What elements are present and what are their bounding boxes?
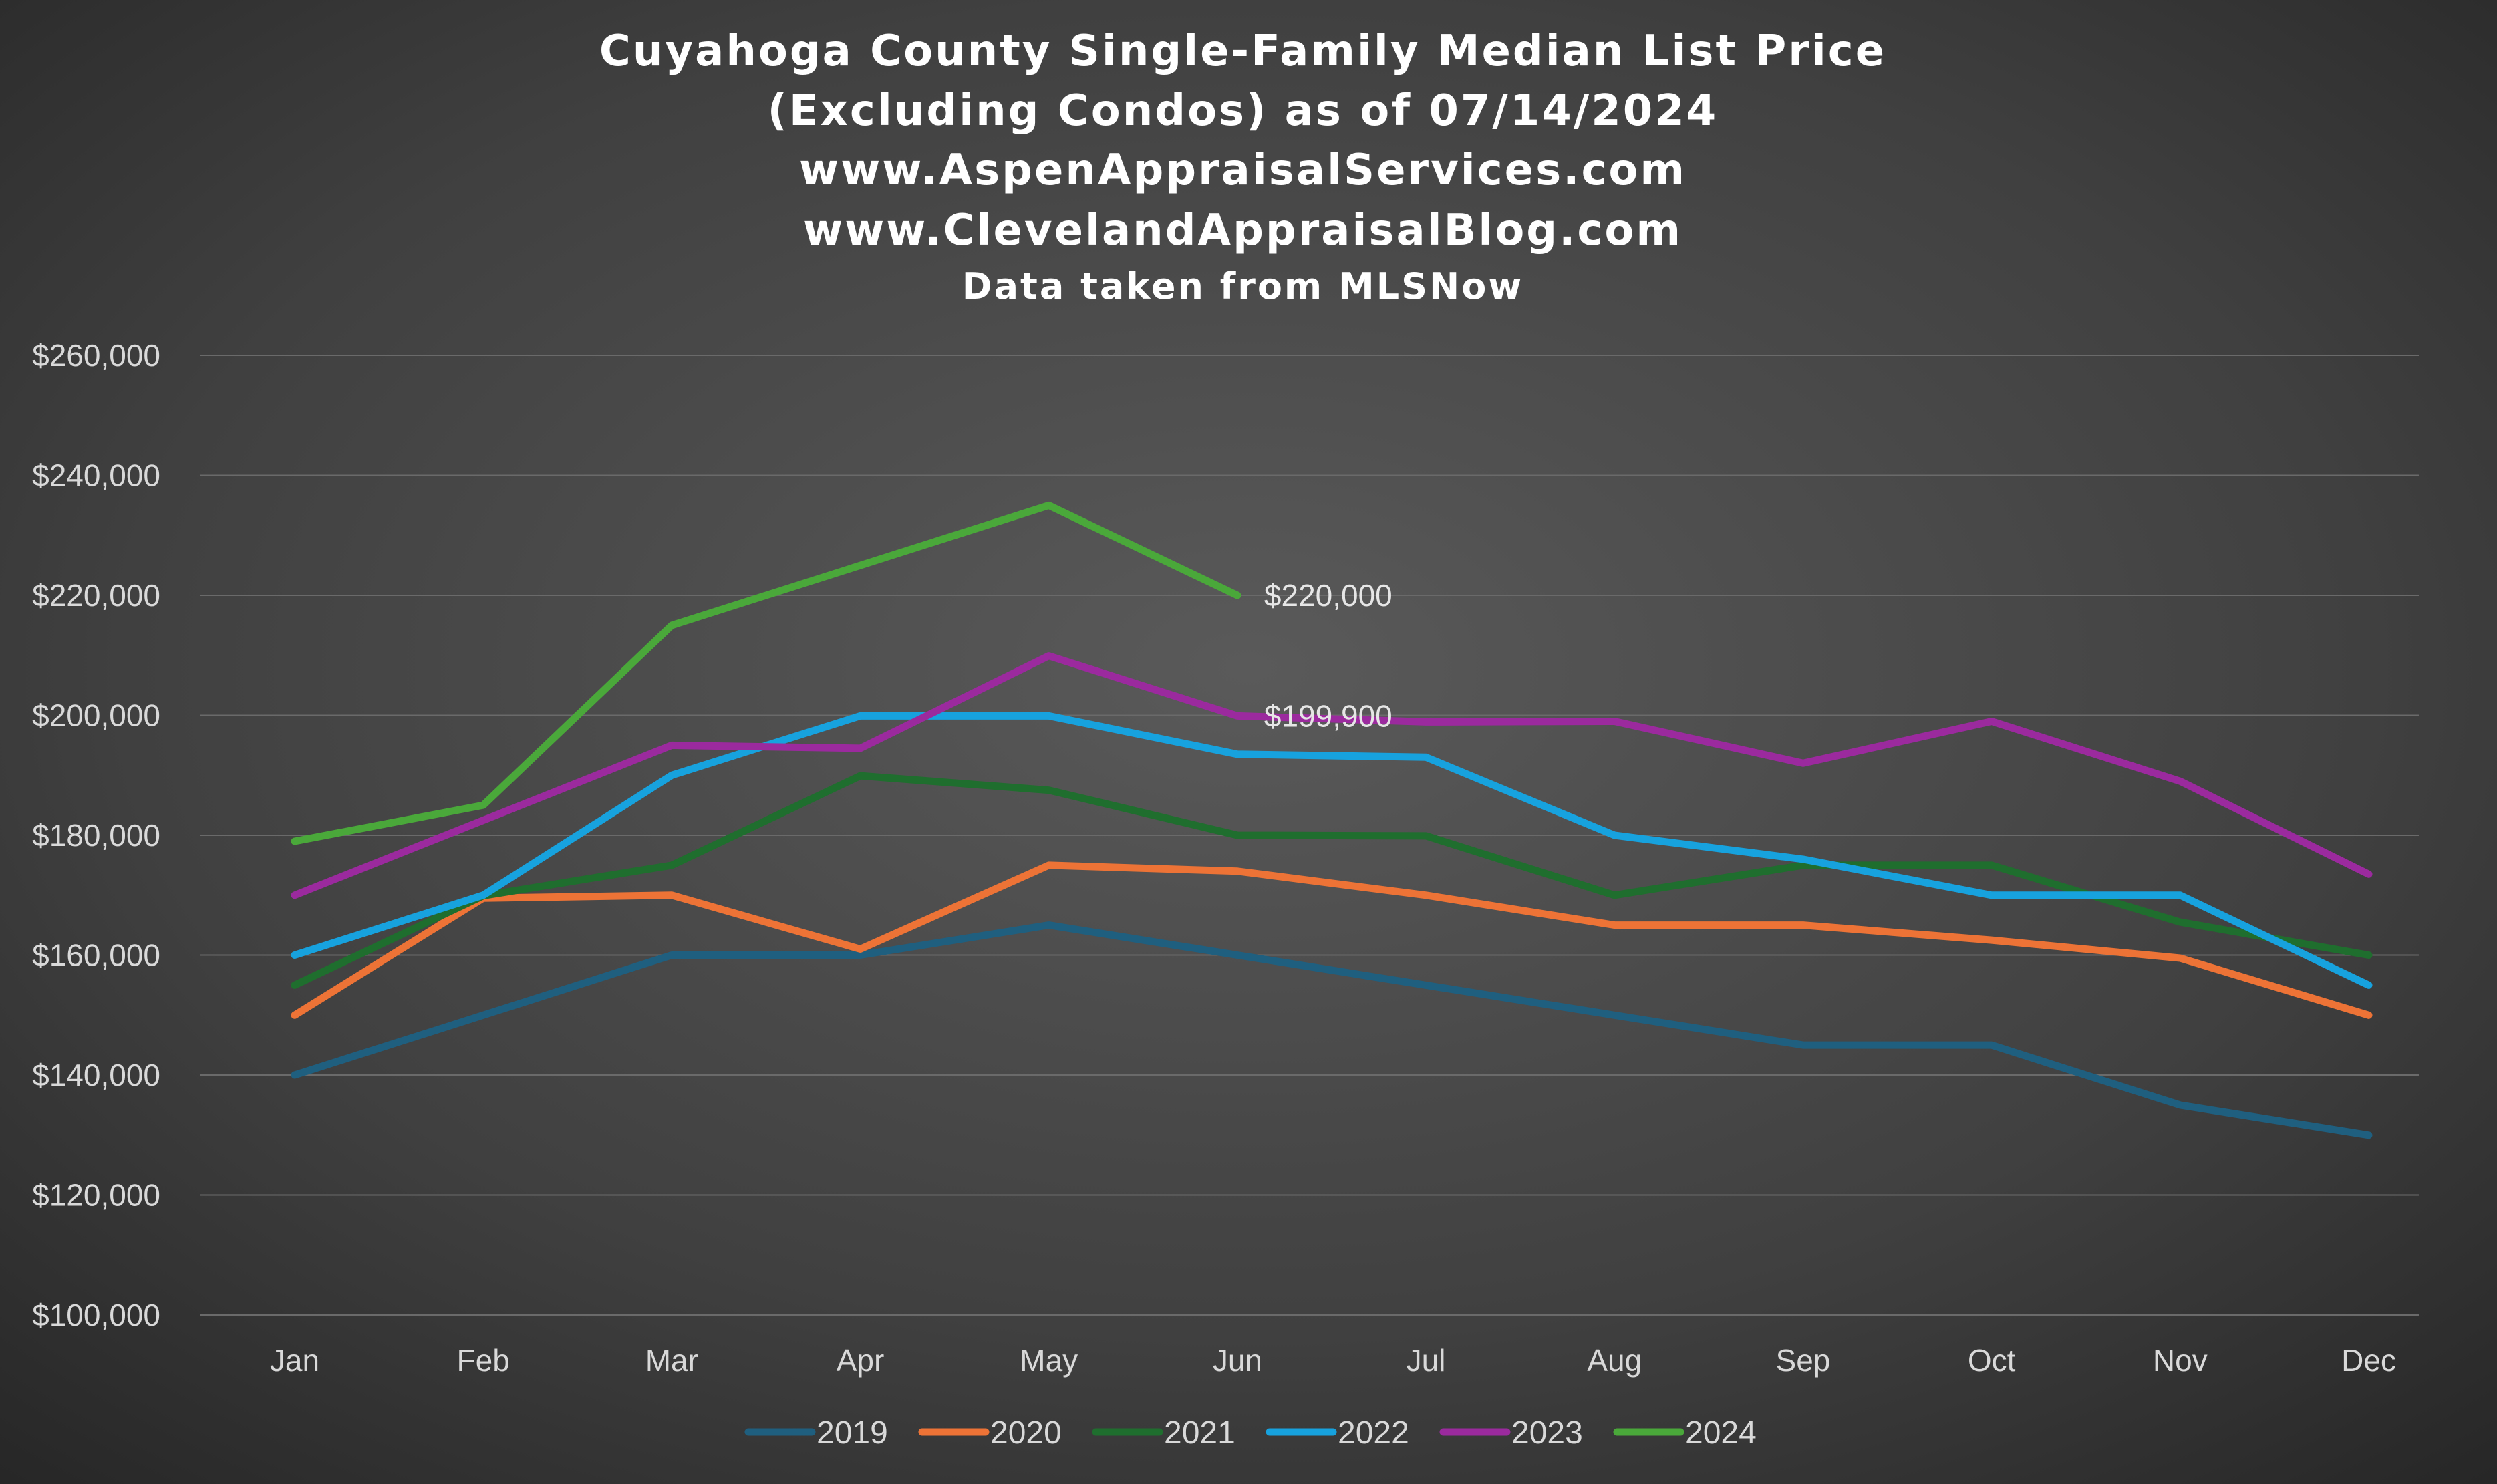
legend-label: 2022 bbox=[1338, 1415, 1409, 1451]
x-tick-label: Apr bbox=[837, 1343, 885, 1378]
data-label-2023: $199,900 bbox=[1264, 698, 1392, 733]
x-tick-label: Nov bbox=[2153, 1343, 2208, 1378]
x-tick-label: Jan bbox=[270, 1343, 319, 1378]
series-line-2022 bbox=[291, 712, 2373, 989]
title-line-1: Cuyahoga County Single-Family Median Lis… bbox=[599, 27, 1886, 76]
chart-title: Cuyahoga County Single-Family Median Lis… bbox=[599, 27, 1886, 307]
y-tick-label: $260,000 bbox=[32, 338, 160, 373]
legend-item-2022: 2022 bbox=[1266, 1415, 1409, 1451]
legend: 2019 2020 2021 2022 2023 2024 bbox=[744, 1415, 1757, 1451]
x-tick-label: Dec bbox=[2341, 1343, 2396, 1378]
x-axis: Jan Feb Mar Apr May Jun Jul Aug Sep Oct Nov Dec bbox=[270, 1343, 2396, 1378]
legend-item-2021: 2021 bbox=[1092, 1415, 1235, 1451]
data-labels: $220,000 $199,900 bbox=[1264, 578, 1392, 733]
y-tick-label: $220,000 bbox=[32, 578, 160, 613]
x-tick-label: Sep bbox=[1776, 1343, 1831, 1378]
legend-label: 2023 bbox=[1511, 1415, 1583, 1451]
title-line-3: www.AspenAppraisalServices.com bbox=[799, 146, 1686, 195]
x-tick-label: Jul bbox=[1407, 1343, 1446, 1378]
legend-item-2020: 2020 bbox=[918, 1415, 1062, 1451]
legend-label: 2019 bbox=[817, 1415, 888, 1451]
series-lines bbox=[291, 501, 2373, 1139]
data-label-2024: $220,000 bbox=[1264, 578, 1392, 613]
x-tick-label: Mar bbox=[645, 1343, 698, 1378]
series-line-2020 bbox=[291, 861, 2373, 1019]
x-tick-label: Jun bbox=[1213, 1343, 1262, 1378]
y-tick-label: $120,000 bbox=[32, 1178, 160, 1213]
series-line-2024 bbox=[291, 501, 1241, 845]
x-tick-label: Oct bbox=[1968, 1343, 2016, 1378]
y-tick-label: $180,000 bbox=[32, 818, 160, 853]
legend-item-2023: 2023 bbox=[1439, 1415, 1583, 1451]
series-line-2019 bbox=[291, 921, 2373, 1139]
y-tick-label: $200,000 bbox=[32, 698, 160, 733]
legend-label: 2024 bbox=[1685, 1415, 1757, 1451]
series-line-2023 bbox=[291, 652, 2373, 899]
legend-label: 2021 bbox=[1164, 1415, 1235, 1451]
title-line-5: Data taken from MLSNow bbox=[962, 265, 1523, 307]
gridlines bbox=[200, 355, 2419, 1316]
legend-label: 2020 bbox=[990, 1415, 1062, 1451]
y-tick-label: $160,000 bbox=[32, 938, 160, 973]
y-tick-label: $240,000 bbox=[32, 458, 160, 493]
x-tick-label: Feb bbox=[457, 1343, 510, 1378]
x-tick-label: Aug bbox=[1587, 1343, 1642, 1378]
title-line-4: www.ClevelandAppraisalBlog.com bbox=[803, 206, 1682, 255]
y-tick-label: $140,000 bbox=[32, 1058, 160, 1092]
y-axis: $100,000 $120,000 $140,000 $160,000 $180,000… bbox=[32, 338, 160, 1332]
x-tick-label: May bbox=[1020, 1343, 1078, 1378]
title-line-2: (Excluding Condos) as of 07/14/2024 bbox=[768, 86, 1719, 136]
series-line-2021 bbox=[291, 772, 2373, 989]
legend-item-2024: 2024 bbox=[1613, 1415, 1757, 1451]
y-tick-label: $100,000 bbox=[32, 1298, 160, 1332]
legend-item-2019: 2019 bbox=[744, 1415, 888, 1451]
